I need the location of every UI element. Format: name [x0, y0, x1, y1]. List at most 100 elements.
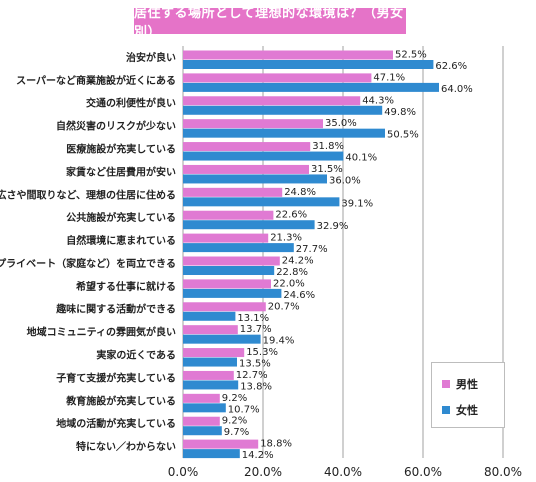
bar-female	[183, 288, 282, 298]
bar-male	[183, 164, 309, 174]
category-label: 趣味に関する活動ができる	[55, 303, 176, 316]
x-tick-label: 0.0%	[168, 465, 199, 479]
bar-female	[183, 82, 439, 92]
value-label-male: 9.2%	[222, 416, 247, 427]
bar-female	[183, 380, 239, 390]
value-label-male: 9.2%	[222, 393, 247, 404]
value-label-male: 21.3%	[270, 233, 302, 244]
value-label-female: 27.7%	[296, 244, 328, 255]
labels: 0.0% 20.0% 40.0% 60.0% 80.0% 治安が良い 52.5% 62.6% ス…	[0, 50, 522, 480]
category-label: 医療施設が充実している	[66, 143, 176, 156]
value-label-male: 44.3%	[362, 95, 394, 106]
value-label-female: 13.5%	[239, 359, 271, 370]
category-label: 実家の近くである	[96, 349, 176, 362]
value-label-female: 24.6%	[283, 290, 315, 301]
value-label-female: 50.5%	[387, 130, 419, 141]
value-label-male: 47.1%	[373, 72, 405, 83]
value-label-female: 9.7%	[224, 427, 249, 438]
category-label: 自然災害のリスクが少ない	[56, 120, 176, 133]
bar-male	[183, 302, 266, 312]
bar-male	[183, 119, 323, 129]
category-label: 治安が良い	[126, 51, 176, 64]
category-label: 希望する仕事に就ける	[75, 280, 176, 293]
category-label: スーパーなど商業施設が近くにある	[16, 74, 176, 87]
value-label-male: 24.2%	[282, 256, 314, 267]
bar-male	[183, 187, 283, 197]
bar-male	[183, 256, 280, 266]
legend-swatch-male	[442, 380, 450, 388]
bar-male	[183, 279, 271, 289]
bar-male	[183, 393, 220, 403]
category-label: 地域の活動が充実している	[56, 417, 176, 430]
category-label: 教育施設が充実している	[65, 394, 176, 407]
value-label-male: 22.6%	[275, 210, 307, 221]
bar-male	[183, 325, 238, 335]
legend-label-female: 女性	[456, 404, 478, 417]
bar-female	[183, 426, 222, 436]
value-label-female: 13.1%	[237, 313, 269, 324]
value-label-male: 18.8%	[260, 439, 292, 450]
value-label-male: 52.5%	[395, 50, 427, 61]
bar-male	[183, 439, 259, 449]
legend-item-male: 男性	[442, 376, 478, 392]
legend-item-female: 女性	[442, 402, 478, 418]
bar-female	[183, 60, 434, 69]
category-label: 自然環境に恵まれている	[66, 234, 176, 247]
value-label-male: 12.7%	[236, 370, 268, 381]
legend-swatch-female	[442, 406, 450, 414]
value-label-female: 22.8%	[276, 267, 308, 278]
value-label-female: 64.0%	[441, 84, 473, 95]
legend: 男性 女性	[431, 362, 505, 428]
value-label-female: 39.1%	[341, 198, 373, 209]
value-label-male: 24.8%	[284, 187, 316, 198]
bar-female	[183, 403, 226, 413]
bar-female	[183, 334, 261, 344]
value-label-female: 14.2%	[242, 450, 274, 461]
value-label-male: 31.8%	[312, 141, 344, 152]
x-tick-label: 20.0%	[244, 465, 282, 479]
bar-female	[183, 266, 275, 275]
bar-female	[183, 449, 240, 459]
value-label-male: 20.7%	[268, 301, 300, 312]
category-label: 地域コミュニティの雰囲気が良い	[27, 326, 176, 339]
x-tick-label: 40.0%	[324, 465, 362, 479]
bar-female	[183, 357, 237, 367]
category-label: 仕事とプライベート（家庭など）を両立できる	[0, 257, 176, 270]
bar-male	[183, 96, 361, 106]
value-label-female: 36.0%	[329, 175, 361, 186]
x-tick-label: 60.0%	[404, 465, 442, 479]
bar-female	[183, 105, 383, 115]
x-tick-label: 80.0%	[484, 465, 522, 479]
value-label-female: 13.8%	[240, 381, 272, 392]
bar-female	[183, 128, 385, 138]
value-label-female: 19.4%	[263, 336, 295, 347]
bar-female	[183, 220, 315, 230]
chart-title: 居住する場所として理想的な環境は？（男女別）	[134, 6, 406, 40]
bar-female	[183, 151, 344, 161]
bar-male	[183, 348, 245, 358]
bar-female	[183, 174, 327, 184]
bars	[183, 50, 439, 459]
bar-female	[183, 311, 236, 321]
category-label: 広さや間取りなど、理想の住居に住める	[0, 188, 176, 201]
bar-male	[183, 210, 274, 220]
bar-male	[183, 233, 269, 243]
category-label: 交通の利便性が良い	[86, 97, 176, 110]
value-label-male: 13.7%	[240, 324, 272, 335]
value-label-female: 10.7%	[228, 404, 260, 415]
value-label-male: 15.3%	[246, 347, 278, 358]
value-label-male: 22.0%	[273, 278, 305, 289]
category-label: 特にない／わからない	[76, 440, 176, 453]
bar-male	[183, 73, 372, 83]
value-label-female: 62.6%	[435, 61, 467, 72]
value-label-male: 31.5%	[311, 164, 343, 175]
bar-female	[183, 197, 340, 207]
category-label: 公共施設が充実している	[66, 211, 176, 224]
value-label-female: 40.1%	[345, 153, 377, 164]
value-label-female: 32.9%	[317, 221, 349, 232]
bar-male	[183, 50, 393, 60]
bar-male	[183, 370, 234, 380]
bar-female	[183, 243, 294, 253]
value-label-male: 35.0%	[325, 118, 357, 129]
